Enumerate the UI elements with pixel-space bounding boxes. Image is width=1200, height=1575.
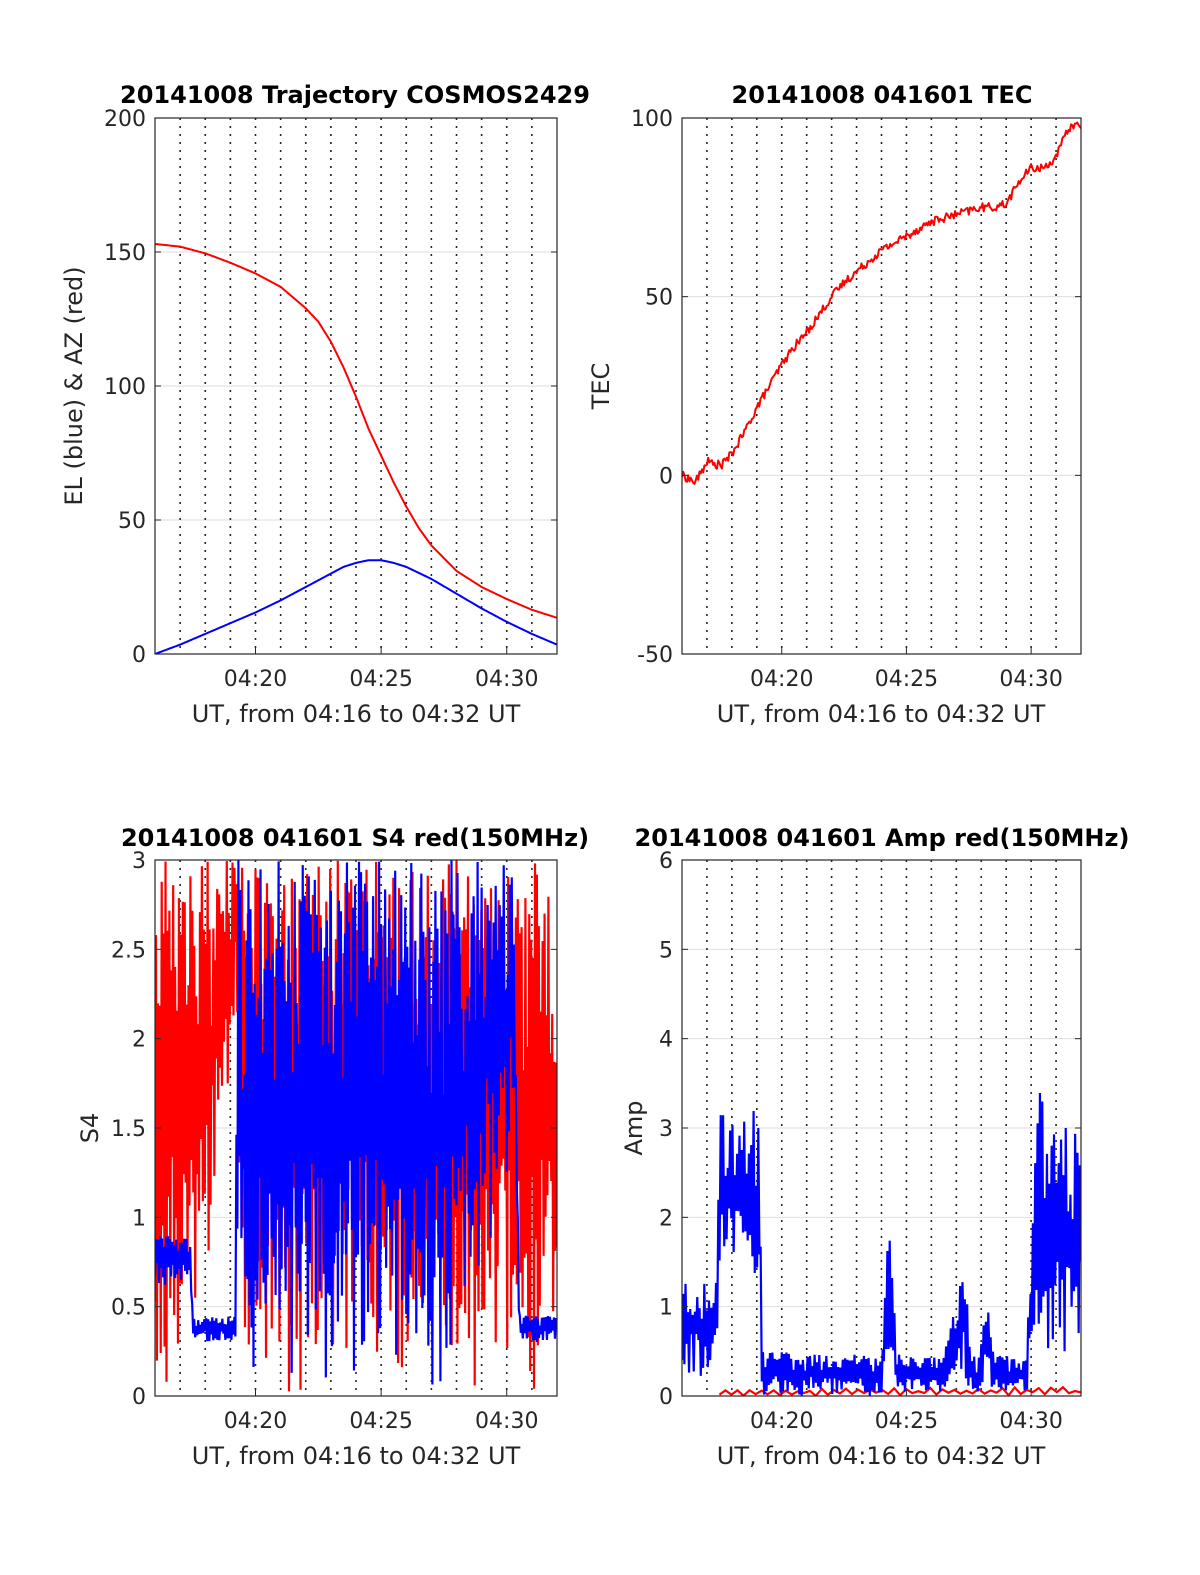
amp-x-ticks: 04:20 04:25 04:30 — [750, 1390, 1063, 1434]
amp-series-trace — [718, 1385, 1081, 1396]
trajectory-y-tick-label: 150 — [104, 241, 146, 266]
amp-y-axis-label: Amp — [620, 1100, 648, 1155]
amp-y-tick-label: 5 — [659, 938, 673, 963]
s4-y-tick-label: 0.5 — [111, 1296, 146, 1321]
s4-y-tick-label: 2 — [132, 1028, 146, 1053]
amp-x-axis-label: UT, from 04:16 to 04:32 UT — [717, 1442, 1046, 1470]
tec-x-tick-label: 04:20 — [750, 667, 813, 692]
trajectory-plot-area — [155, 242, 557, 654]
trajectory-series-line — [155, 242, 557, 619]
tec-title: 20141008 041601 TEC — [732, 81, 1033, 109]
trajectory-title: 20141008 Trajectory COSMOS2429 — [120, 81, 590, 109]
s4-x-tick-label: 04:30 — [475, 1409, 538, 1434]
s4-title: 20141008 041601 S4 red(150MHz) — [121, 824, 589, 852]
trajectory-grid — [155, 117, 557, 655]
s4-x-tick-label: 04:20 — [224, 1409, 287, 1434]
amp-y-tick-label: 4 — [659, 1028, 673, 1053]
s4-y-axis-label: S4 — [76, 1113, 104, 1144]
tec-y-ticks: -50 0 50 100 — [631, 107, 1081, 668]
tec-x-tick-label: 04:25 — [875, 667, 938, 692]
trajectory-x-tick-label: 04:25 — [349, 667, 412, 692]
trajectory-y-tick-label: 0 — [132, 643, 146, 668]
amp-x-tick-label: 04:20 — [750, 1409, 813, 1434]
amp-y-tick-label: 0 — [659, 1385, 673, 1410]
amp-panel: 0 1 2 3 4 5 6 04:20 04:25 04:30 UT, from 04:16 t… — [620, 824, 1129, 1470]
tec-plot-area — [682, 121, 1081, 485]
trajectory-series-line — [155, 559, 557, 654]
s4-y-tick-label: 2.5 — [111, 938, 146, 963]
amp-plot-area — [682, 1092, 1081, 1396]
tec-y-tick-label: 0 — [659, 464, 673, 489]
amp-series-trace — [682, 1092, 1081, 1396]
amp-y-tick-label: 3 — [659, 1117, 673, 1142]
s4-x-axis-label: UT, from 04:16 to 04:32 UT — [192, 1442, 521, 1470]
s4-y-ticks: 0 0.5 1 1.5 2 2.5 3 — [111, 849, 557, 1410]
s4-x-tick-label: 04:25 — [349, 1409, 412, 1434]
tec-x-axis-label: UT, from 04:16 to 04:32 UT — [717, 700, 1046, 728]
amp-x-tick-label: 04:30 — [999, 1409, 1062, 1434]
amp-x-tick-label: 04:25 — [875, 1409, 938, 1434]
tec-series-line — [682, 121, 1081, 485]
s4-y-tick-label: 1.5 — [111, 1117, 146, 1142]
tec-y-tick-label: 100 — [631, 107, 673, 132]
trajectory-x-ticks: 04:20 04:25 04:30 — [224, 648, 538, 692]
amp-y-ticks: 0 1 2 3 4 5 6 — [659, 849, 1081, 1410]
trajectory-x-tick-label: 04:30 — [475, 667, 538, 692]
s4-x-ticks: 04:20 04:25 04:30 — [224, 1390, 538, 1434]
s4-panel: 0 0.5 1 1.5 2 2.5 3 04:20 04:25 04:30 UT, from 0… — [76, 824, 589, 1470]
trajectory-y-tick-label: 50 — [118, 509, 146, 534]
tec-y-tick-label: -50 — [637, 643, 673, 668]
trajectory-panel: 20141008 Trajectory COSMOS2429 0 50 100 150… — [60, 81, 590, 728]
trajectory-y-ticks: 0 50 100 150 200 — [104, 107, 557, 668]
amp-y-tick-label: 6 — [659, 849, 673, 874]
trajectory-x-tick-label: 04:20 — [224, 667, 287, 692]
trajectory-y-tick-label: 200 — [104, 107, 146, 132]
tec-x-tick-label: 04:30 — [999, 667, 1062, 692]
s4-y-tick-label: 3 — [132, 849, 146, 874]
trajectory-x-axis-label: UT, from 04:16 to 04:32 UT — [192, 700, 521, 728]
amp-y-tick-label: 2 — [659, 1206, 673, 1231]
s4-y-tick-label: 0 — [132, 1385, 146, 1410]
tec-panel: 20141008 041601 TEC -50 0 50 100 04:20 04:25… — [587, 81, 1082, 728]
amp-grid — [682, 859, 1081, 1397]
tec-x-ticks: 04:20 04:25 04:30 — [750, 648, 1063, 692]
trajectory-y-axis-label: EL (blue) & AZ (red) — [60, 266, 88, 505]
s4-y-tick-label: 1 — [132, 1206, 146, 1231]
s4-plot-area — [155, 860, 557, 1392]
tec-y-axis-label: TEC — [587, 363, 615, 411]
tec-y-tick-label: 50 — [645, 286, 673, 311]
amp-title: 20141008 041601 Amp red(150MHz) — [635, 824, 1130, 852]
tec-axes-frame — [681, 117, 1082, 655]
s4-series-trace — [155, 860, 557, 1385]
trajectory-y-tick-label: 100 — [104, 375, 146, 400]
amp-y-tick-label: 1 — [659, 1296, 673, 1321]
